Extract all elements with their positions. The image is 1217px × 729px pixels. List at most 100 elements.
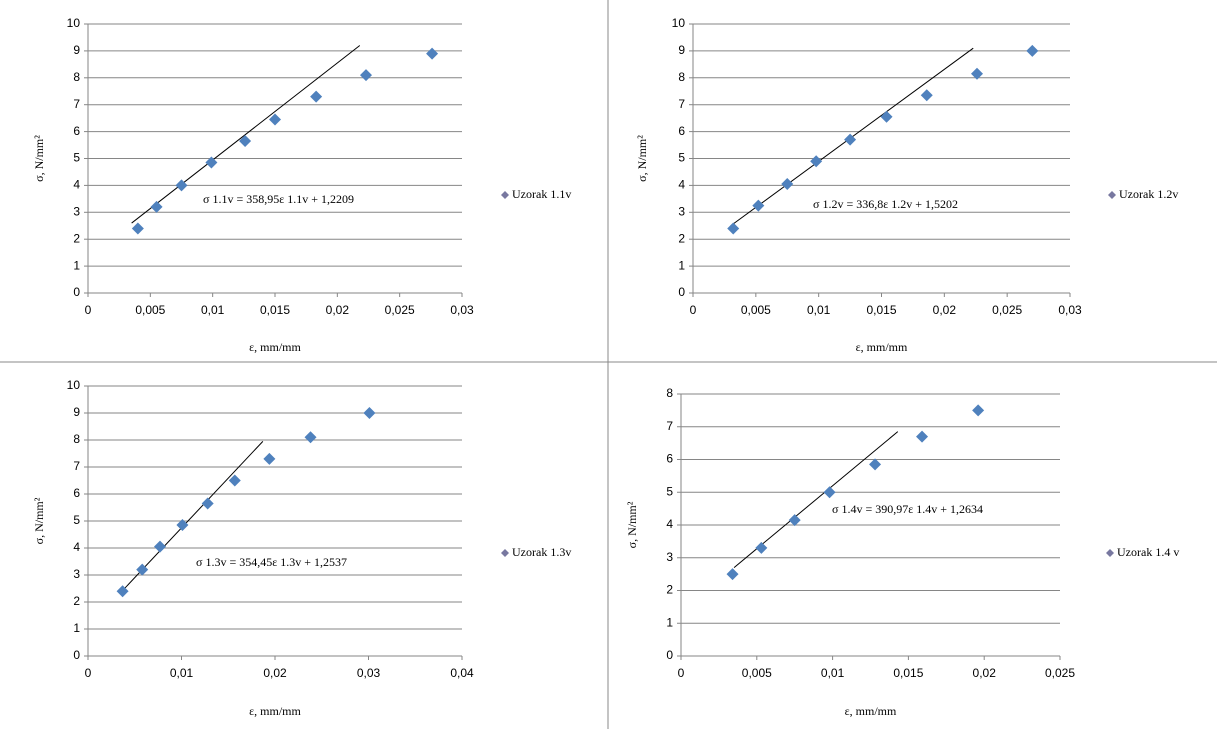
y-tick-label: 5	[678, 151, 685, 165]
y-tick-label: 1	[666, 615, 673, 629]
x-tick-label: 0,01	[170, 666, 194, 680]
point	[175, 179, 188, 192]
x-tick-label: 0,015	[866, 303, 896, 317]
x-tick-label: 0,025	[992, 303, 1022, 317]
legend-label: Uzorak 1.2v	[1119, 187, 1178, 201]
point	[752, 199, 765, 212]
point	[726, 568, 739, 581]
x-tick-label: 0	[85, 303, 92, 317]
y-tick-label: 5	[73, 513, 80, 527]
y-tick-label: 6	[678, 124, 685, 138]
y-tick-label: 6	[73, 124, 80, 138]
y-tick-label: 6	[73, 486, 80, 500]
y-axis-title: σ, N/mm²	[32, 135, 46, 182]
point	[153, 540, 166, 553]
y-tick-label: 0	[73, 285, 80, 299]
y-tick-label: 2	[73, 594, 80, 608]
y-tick-label: 3	[73, 204, 80, 218]
point	[971, 67, 984, 80]
point	[239, 135, 252, 148]
point	[228, 474, 241, 487]
x-tick-label: 0,02	[263, 666, 287, 680]
trendline	[131, 45, 361, 224]
y-axis-title: σ, N/mm²	[32, 497, 46, 544]
y-axis-title: σ, N/mm²	[625, 501, 639, 548]
y-tick-label: 0	[73, 648, 80, 662]
point	[136, 563, 149, 576]
annotation: σ 1.2v = 336,8ε 1.2v + 1,5202	[813, 197, 958, 211]
legend-label: Uzorak 1.1v	[512, 187, 571, 201]
point	[426, 47, 439, 60]
x-tick-label: 0,015	[260, 303, 290, 317]
y-tick-label: 7	[73, 459, 80, 473]
y-tick-label: 4	[666, 517, 673, 531]
point	[916, 430, 929, 443]
x-tick-label: 0,03	[357, 666, 381, 680]
x-axis-title: ε, mm/mm	[249, 704, 301, 718]
y-tick-label: 3	[73, 567, 80, 581]
point	[727, 222, 740, 235]
point	[131, 222, 144, 235]
y-tick-label: 1	[73, 258, 80, 272]
point	[304, 431, 317, 444]
x-tick-label: 0,01	[821, 666, 845, 680]
legend-label: Uzorak 1.3v	[512, 545, 571, 559]
point	[869, 458, 882, 471]
y-tick-label: 1	[73, 621, 80, 635]
point	[844, 133, 857, 146]
point	[205, 156, 218, 169]
x-tick-label: 0,03	[450, 303, 474, 317]
x-tick-label: 0,025	[385, 303, 415, 317]
y-tick-label: 2	[678, 231, 685, 245]
x-tick-label: 0,005	[135, 303, 165, 317]
x-tick-label: 0,005	[742, 666, 772, 680]
x-axis-title: ε, mm/mm	[856, 340, 908, 354]
legend-marker	[501, 549, 509, 557]
y-tick-label: 8	[73, 432, 80, 446]
legend-label: Uzorak 1.4 v	[1117, 545, 1179, 559]
y-tick-label: 7	[73, 97, 80, 111]
x-tick-label: 0,02	[973, 666, 997, 680]
legend-marker	[1108, 191, 1116, 199]
y-tick-label: 8	[666, 386, 673, 400]
y-tick-label: 2	[73, 231, 80, 245]
point	[972, 404, 985, 417]
y-tick-label: 9	[73, 405, 80, 419]
x-tick-label: 0,01	[201, 303, 225, 317]
y-tick-label: 7	[678, 97, 685, 111]
point	[920, 89, 933, 102]
y-tick-label: 5	[666, 484, 673, 498]
annotation: σ 1.4v = 390,97ε 1.4v + 1,2634	[832, 502, 983, 516]
y-tick-label: 4	[73, 178, 80, 192]
x-tick-label: 0,02	[933, 303, 957, 317]
legend-marker	[1106, 549, 1114, 557]
y-axis-title: σ, N/mm²	[635, 135, 649, 182]
x-tick-label: 0	[690, 303, 697, 317]
y-tick-label: 3	[678, 204, 685, 218]
y-tick-label: 2	[666, 583, 673, 597]
y-tick-label: 6	[666, 452, 673, 466]
point	[269, 113, 281, 126]
y-tick-label: 3	[666, 550, 673, 564]
point	[150, 200, 163, 213]
x-tick-label: 0,02	[326, 303, 350, 317]
y-tick-label: 10	[67, 378, 81, 392]
x-tick-label: 0	[678, 666, 685, 680]
y-tick-label: 4	[73, 540, 80, 554]
point	[176, 519, 189, 532]
x-axis-title: ε, mm/mm	[249, 340, 301, 354]
annotation: σ 1.3v = 354,45ε 1.3v + 1,2537	[196, 555, 347, 569]
annotation: σ 1.1v = 358,95ε 1.1v + 1,2209	[203, 192, 354, 206]
y-tick-label: 10	[67, 16, 81, 30]
x-tick-label: 0,04	[450, 666, 474, 680]
legend-marker	[501, 191, 509, 199]
point	[781, 178, 794, 191]
point	[823, 486, 836, 499]
point	[263, 452, 276, 465]
y-tick-label: 8	[73, 70, 80, 84]
y-tick-label: 9	[678, 43, 685, 57]
point	[116, 585, 129, 598]
point	[810, 155, 823, 168]
